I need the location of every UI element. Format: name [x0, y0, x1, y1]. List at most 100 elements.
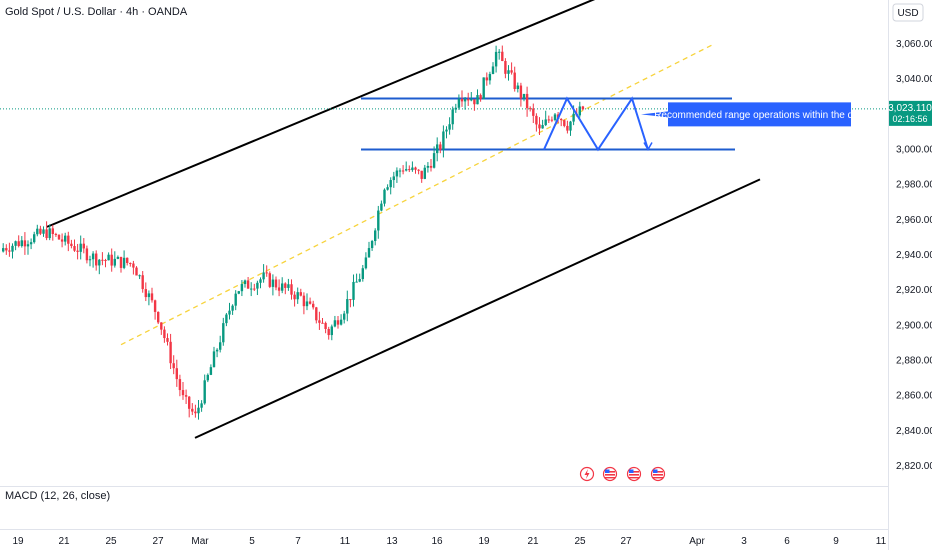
- time-tick-label: 25: [105, 536, 117, 547]
- candle: [166, 338, 169, 342]
- candle: [470, 99, 473, 101]
- candle: [420, 170, 423, 179]
- lightning-event-icon[interactable]: [579, 466, 595, 482]
- candle: [271, 279, 275, 287]
- candle: [29, 242, 33, 245]
- candle: [494, 51, 498, 67]
- time-tick-label: 19: [12, 536, 24, 547]
- event-icons[interactable]: [579, 466, 666, 482]
- zigzag-arrowhead: [643, 142, 653, 152]
- candle: [560, 119, 563, 121]
- candle: [203, 380, 206, 404]
- candle: [451, 109, 454, 125]
- price-tick-label: 2,880.000: [896, 356, 932, 367]
- candle: [395, 170, 399, 177]
- candle: [467, 99, 470, 101]
- candle: [225, 314, 228, 324]
- candle: [377, 210, 380, 231]
- price-tick-label: 2,980.000: [896, 180, 932, 191]
- candle: [358, 279, 361, 282]
- candle: [2, 248, 5, 252]
- candle: [95, 253, 98, 266]
- currency-badge[interactable]: [892, 3, 924, 22]
- candle: [237, 291, 240, 294]
- candle: [219, 342, 222, 350]
- candle: [57, 234, 61, 240]
- time-tick-label: 19: [478, 536, 490, 547]
- zigzag-path[interactable]: [543, 96, 649, 152]
- price-tick-label: 3,060.000: [896, 39, 932, 50]
- candle: [36, 228, 39, 235]
- candle: [26, 244, 30, 247]
- us-flag-event-icon[interactable]: [650, 466, 666, 482]
- callout-box[interactable]: [641, 102, 851, 127]
- candle: [281, 283, 284, 291]
- candle: [82, 243, 85, 249]
- candle: [436, 144, 439, 154]
- candle: [380, 203, 383, 211]
- candle: [339, 319, 343, 325]
- price-tick-label: 2,860.000: [896, 391, 932, 402]
- candle: [67, 235, 70, 244]
- candle: [336, 320, 340, 325]
- price-tick-label: 2,820.000: [896, 461, 932, 472]
- macd-label: MACD (12, 26, close): [5, 490, 110, 502]
- candle: [110, 254, 113, 266]
- candle: [507, 70, 510, 74]
- candle: [64, 235, 67, 242]
- annotation-callout[interactable]: Recommended range operations within the …: [641, 102, 864, 127]
- time-tick-label: 27: [620, 536, 632, 547]
- candle: [88, 259, 92, 261]
- candle: [126, 257, 129, 263]
- candle: [513, 72, 516, 90]
- candle: [423, 167, 426, 179]
- candle: [299, 292, 302, 296]
- time-tick-label: 6: [784, 536, 790, 547]
- candle: [23, 240, 27, 247]
- price-tick-label: 2,900.000: [896, 320, 932, 331]
- candle: [445, 129, 448, 132]
- candle: [547, 119, 550, 121]
- us-flag-event-icon[interactable]: [602, 466, 618, 482]
- candle: [265, 272, 268, 274]
- candle: [426, 165, 430, 168]
- drawings-layer[interactable]: [0, 0, 888, 439]
- candle: [504, 61, 507, 74]
- projection-zigzag[interactable]: [543, 96, 653, 152]
- dashed-trendline[interactable]: [120, 43, 715, 346]
- time-axis[interactable]: 19 21 25 27 Mar 5 7 11 13 16 19 21 25 27 Apr 3 6 9 11: [12, 536, 886, 547]
- candle: [411, 167, 414, 171]
- candle: [51, 228, 54, 234]
- us-flag-event-icon[interactable]: [626, 466, 642, 482]
- candle: [144, 289, 147, 298]
- candle: [566, 125, 569, 131]
- candle: [454, 107, 457, 110]
- candle: [290, 284, 293, 295]
- candle: [234, 293, 237, 306]
- candle: [516, 85, 519, 90]
- candle: [519, 85, 523, 99]
- candle: [361, 268, 364, 280]
- candle: [374, 230, 377, 241]
- candle: [541, 125, 544, 129]
- channel-lower-line[interactable]: [194, 178, 761, 439]
- candle: [132, 263, 135, 268]
- channel-upper-line[interactable]: [46, 0, 622, 228]
- candle: [153, 300, 157, 312]
- bar-countdown: 02:16:56: [892, 114, 927, 124]
- candle: [113, 258, 116, 266]
- candle: [274, 279, 278, 288]
- candle: [532, 108, 535, 116]
- candle: [296, 292, 299, 300]
- candle: [147, 293, 151, 298]
- candle: [525, 93, 529, 109]
- price-tick-label: 2,960.000: [896, 215, 932, 226]
- candle: [370, 240, 374, 249]
- candle: [45, 229, 48, 239]
- last-price-tag: 3,023.110 02:16:56: [888, 100, 932, 126]
- candle: [73, 246, 76, 251]
- candles-layer: [2, 45, 585, 420]
- candle: [389, 180, 392, 188]
- candle: [321, 322, 324, 324]
